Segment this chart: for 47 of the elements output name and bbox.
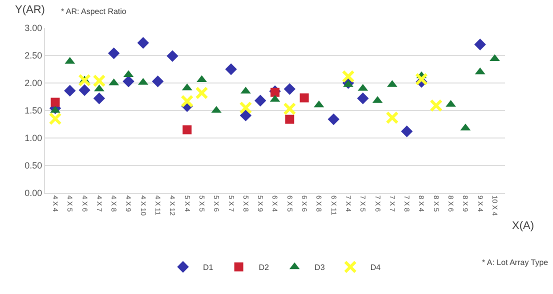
legend-label: D2: [258, 263, 270, 272]
y-tick-label: 2.00: [24, 78, 42, 88]
y-tick-label: 0.00: [24, 188, 42, 198]
point: [78, 84, 90, 96]
point: [285, 114, 294, 124]
point: [50, 98, 60, 107]
point: [415, 72, 428, 86]
y-tick-label: 2.50: [24, 50, 42, 61]
point: [284, 83, 296, 95]
y-tick-label: 0.50: [24, 160, 42, 171]
point: [195, 86, 208, 100]
point: [240, 110, 252, 122]
point: [328, 113, 340, 126]
point: [108, 47, 120, 60]
point: [446, 100, 456, 107]
point: [283, 102, 296, 116]
point: [166, 50, 178, 62]
point: [300, 93, 309, 102]
y-axis-title: Y(AR): [15, 4, 45, 16]
point: [401, 126, 413, 138]
y-tick-label: 1.50: [24, 106, 42, 116]
y-tick-label: 1.00: [24, 133, 42, 144]
point: [357, 92, 369, 104]
point: [270, 88, 280, 97]
legend-label: D4: [370, 263, 382, 272]
point: [64, 84, 76, 97]
point: [137, 37, 149, 49]
point: [239, 101, 252, 114]
y-tick-label: 3.00: [24, 23, 42, 34]
point: [430, 99, 443, 112]
text: * AR: Aspect Ratio: [61, 7, 127, 16]
point: [342, 70, 355, 83]
point: [254, 94, 266, 106]
legend-label: D1: [203, 263, 214, 272]
point: [152, 76, 164, 88]
text: * A: Lot Array Type: [482, 258, 549, 267]
legend-label: D3: [314, 263, 326, 272]
point: [93, 92, 106, 104]
point: [490, 54, 500, 62]
point: [122, 76, 134, 88]
point: [182, 125, 192, 134]
point: [180, 94, 194, 108]
point: [225, 63, 237, 76]
point: [386, 111, 399, 124]
point: [474, 38, 486, 50]
point: [48, 112, 62, 126]
x-axis-title: X(A): [512, 220, 534, 232]
